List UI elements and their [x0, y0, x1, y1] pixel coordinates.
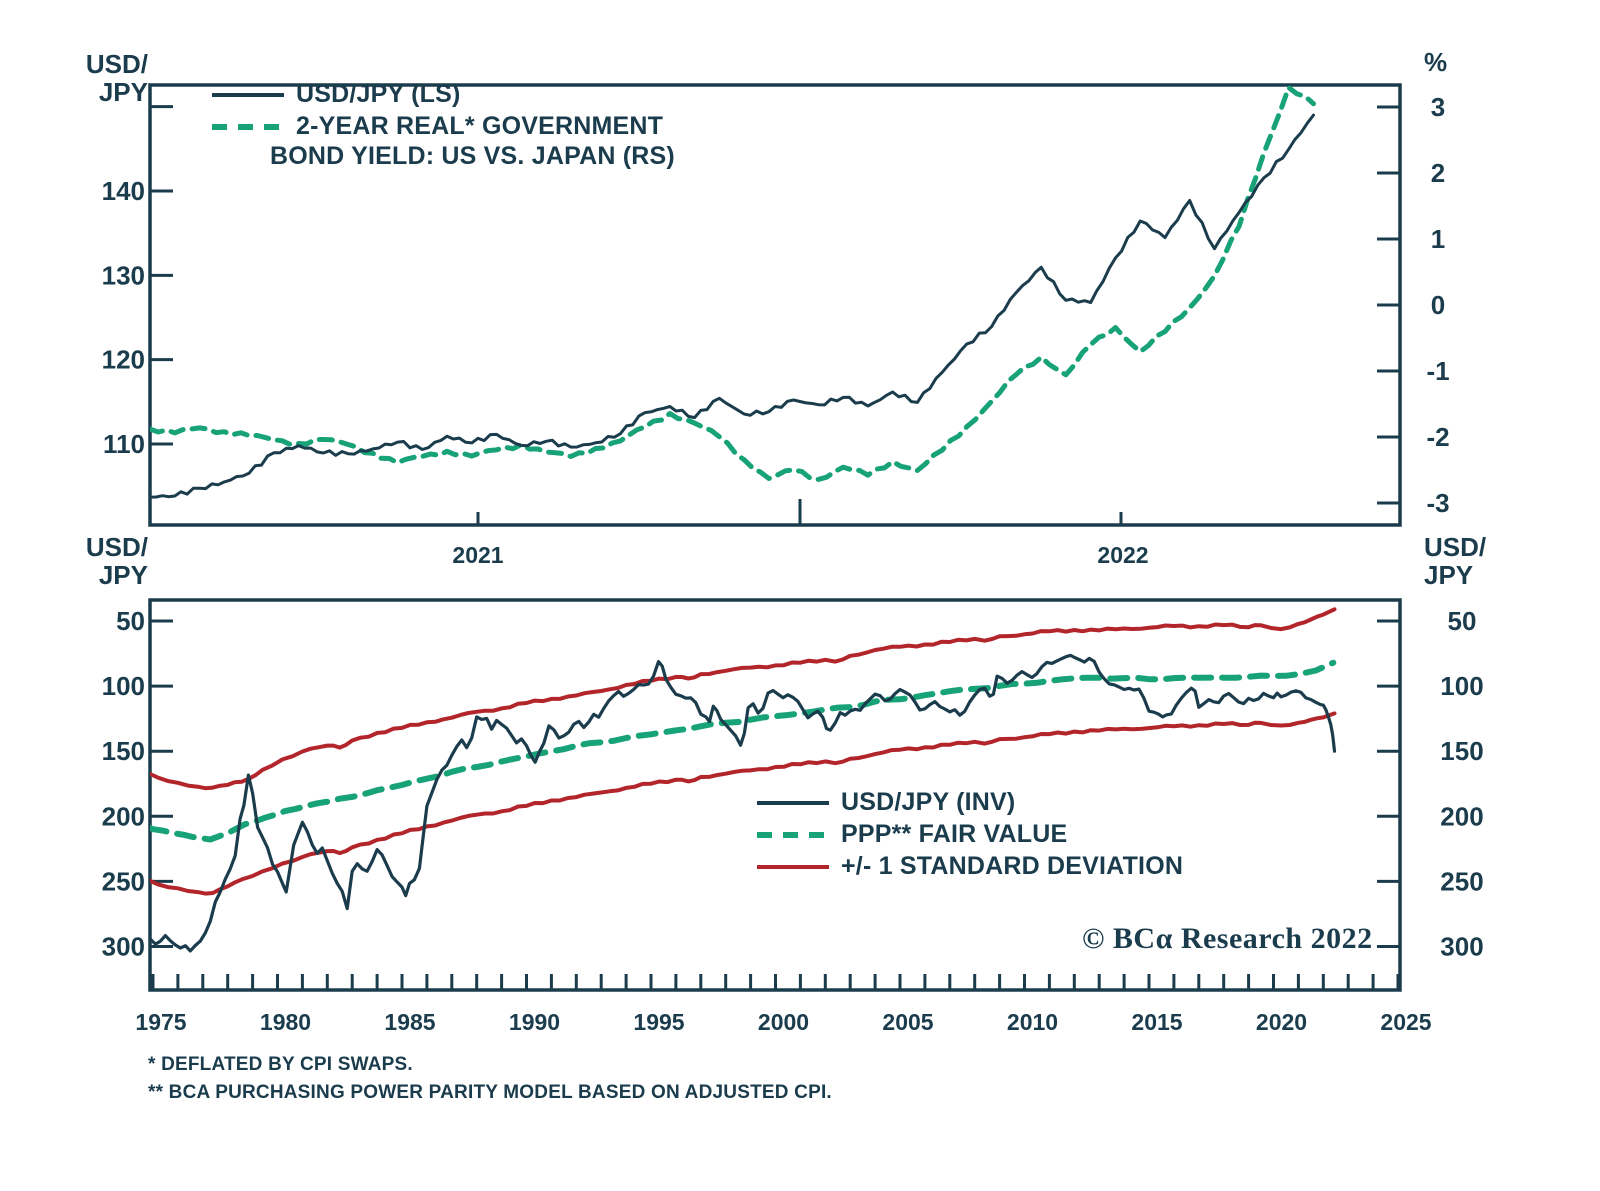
bottom-left-tick-label: 200 — [102, 801, 145, 831]
legend-top-row-yield-cont: BOND YIELD: US VS. JAPAN (RS) — [270, 142, 675, 171]
top-right-tick-label: 2 — [1431, 158, 1445, 188]
legend-label-std-deviation: +/- 1 STANDARD DEVIATION — [841, 852, 1184, 880]
bottom-x-year-label: 2015 — [1131, 1009, 1182, 1035]
bottom-right-tick-label: 300 — [1440, 932, 1483, 962]
top-x-year-label: 2021 — [452, 542, 503, 568]
legend-bottom-row-stddev: +/- 1 STANDARD DEVIATION — [757, 852, 1183, 881]
legend-top-row-yield: 2-YEAR REAL* GOVERNMENT — [212, 112, 663, 141]
top-right-tick-label: 3 — [1431, 92, 1445, 122]
series-bottom-lower-stddev — [150, 711, 1337, 896]
top-right-axis-title: % — [1424, 47, 1448, 77]
legend-label-yield-line1: 2-YEAR REAL* GOVERNMENT — [296, 112, 664, 140]
bottom-x-year-label: 2000 — [758, 1009, 809, 1035]
bottom-right-tick-label: 100 — [1440, 671, 1483, 701]
bottom-x-year-label: 1975 — [135, 1009, 186, 1035]
top-right-tick-label: -1 — [1426, 356, 1449, 386]
legend-top-row-usdjpy: USD/JPY (LS) — [212, 80, 460, 109]
legend-label-yield-line2: BOND YIELD: US VS. JAPAN (RS) — [270, 142, 675, 170]
top-right-tick-label: -2 — [1426, 422, 1449, 452]
top-right-tick-label: 0 — [1431, 290, 1445, 320]
bottom-left-tick-label: 100 — [102, 671, 145, 701]
solid-dark-line-swatch — [212, 92, 284, 97]
legend-label-ppp-fair-value: PPP** FAIR VALUE — [841, 820, 1068, 848]
legend-label-usdjpy-inv: USD/JPY (INV) — [841, 788, 1016, 816]
bottom-left-tick-label: 150 — [102, 736, 145, 766]
bottom-x-year-label: 1995 — [633, 1009, 684, 1035]
series-bottom-ppp-fair-value — [150, 659, 1337, 843]
top-left-axis-title: USD/ JPY — [85, 49, 148, 107]
bottom-x-year-label: 2025 — [1380, 1009, 1431, 1035]
bottom-right-tick-label: 50 — [1448, 606, 1477, 636]
bottom-left-tick-label: 50 — [116, 606, 145, 636]
solid-red-line-swatch — [757, 864, 829, 869]
bottom-left-tick-label: 250 — [102, 866, 145, 896]
series-bottom-upper-stddev — [150, 607, 1337, 791]
bottom-x-year-label: 2005 — [882, 1009, 933, 1035]
bottom-x-year-label: 1980 — [260, 1009, 311, 1035]
bottom-right-tick-label: 150 — [1440, 736, 1483, 766]
copyright-bca-research: © BCα Research 2022 — [1082, 922, 1373, 955]
top-x-year-label: 2022 — [1097, 542, 1148, 568]
top-left-tick-label: 130 — [102, 260, 145, 290]
bottom-right-axis-title: USD/ JPY — [1424, 532, 1487, 590]
bottom-left-axis-title: USD/ JPY — [85, 532, 148, 590]
top-left-tick-label: 120 — [102, 345, 145, 375]
series-bottom-usdjpy-inv — [150, 653, 1337, 953]
top-right-tick-label: -3 — [1426, 488, 1449, 518]
bottom-x-year-label: 2010 — [1007, 1009, 1058, 1035]
bottom-x-year-label: 1985 — [384, 1009, 435, 1035]
legend-label-usdjpy-ls: USD/JPY (LS) — [296, 80, 461, 108]
dashed-green-line-swatch — [757, 831, 829, 838]
dashed-green-line-swatch — [212, 123, 284, 130]
bottom-left-tick-label: 300 — [102, 932, 145, 962]
series-top-real-yield-dashed — [150, 85, 1316, 482]
top-left-tick-label: 140 — [102, 176, 145, 206]
bottom-x-year-label: 2020 — [1256, 1009, 1307, 1035]
footnote-cpi-swaps: * DEFLATED BY CPI SWAPS. — [148, 1054, 413, 1075]
bottom-right-tick-label: 200 — [1440, 801, 1483, 831]
series-top-usdjpy — [150, 113, 1315, 499]
top-left-tick-label: 110 — [103, 429, 145, 459]
legend-bottom-row-ppp: PPP** FAIR VALUE — [757, 820, 1067, 849]
bottom-x-year-label: 1990 — [509, 1009, 560, 1035]
bottom-right-tick-label: 250 — [1440, 866, 1483, 896]
solid-dark-line-swatch — [757, 800, 829, 805]
top-right-tick-label: 1 — [1431, 224, 1445, 254]
footnote-ppp-model: ** BCA PURCHASING POWER PARITY MODEL BAS… — [148, 1082, 832, 1103]
legend-bottom-row-usdjpy-inv: USD/JPY (INV) — [757, 788, 1015, 817]
